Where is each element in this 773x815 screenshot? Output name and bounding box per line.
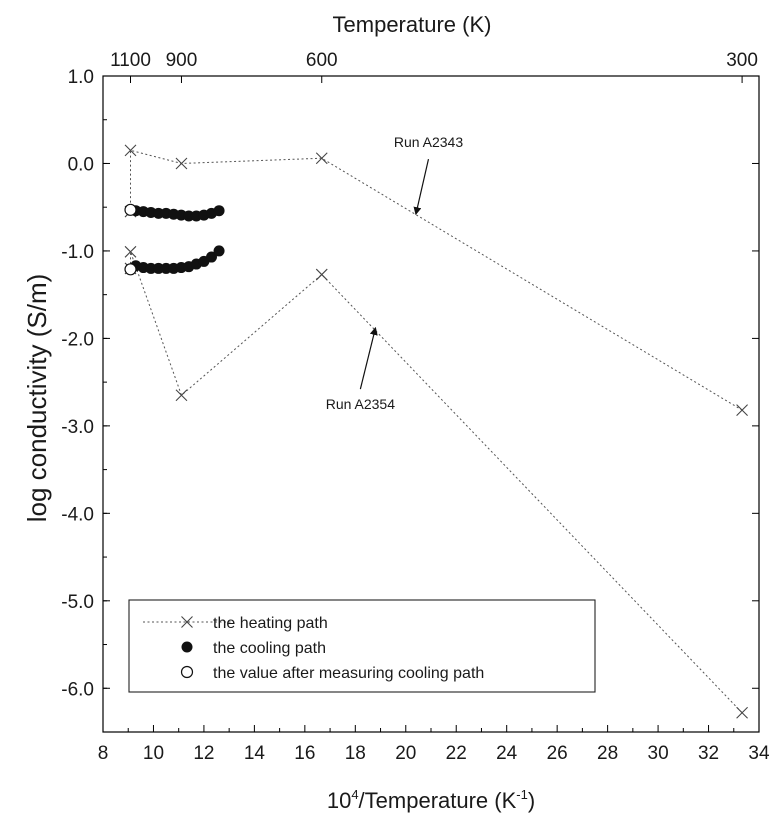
series-cooling: [130, 245, 225, 274]
cooling-point: [145, 262, 157, 274]
x-tick-label: 28: [597, 743, 618, 764]
x-axis-label-mid: /Temperature (K: [359, 788, 517, 813]
annotation-arrow: [359, 326, 378, 390]
top-tick-label: 1100: [110, 50, 151, 71]
axes: 8 10 12 14 16 18 20 22 24 26 28 30 32 34 1.0 0.0 -1.0 -2.…: [61, 50, 770, 764]
x-tick-label: 26: [547, 743, 568, 764]
x-tick-label: 18: [345, 743, 366, 764]
x-axis-label-base: 10: [327, 788, 351, 813]
cooling-point: [213, 245, 225, 257]
x-tick-label: 22: [446, 743, 467, 764]
x-tick-label: 10: [143, 743, 164, 764]
legend-marker-open: [180, 665, 194, 679]
x-marker: [736, 404, 748, 417]
x-tick-label: 8: [98, 743, 109, 764]
legend-label: the heating path: [213, 615, 328, 632]
x-marker-stroke: [124, 245, 137, 258]
x-marker-stroke: [315, 152, 328, 165]
annotation-label: Run A2343: [394, 134, 463, 150]
cooling-point: [183, 210, 195, 222]
cooling-point: [205, 251, 217, 263]
x-tick-label: 24: [496, 743, 518, 764]
cooling-point: [160, 262, 172, 274]
x-marker: [181, 616, 193, 628]
cooling-point: [153, 262, 165, 274]
legend: the heating path the cooling path the valu…: [128, 599, 596, 693]
x-tick-label: 30: [648, 743, 669, 764]
legend-box: [128, 599, 596, 693]
annotation-label: Run A2354: [326, 396, 395, 412]
x-tick-label: 34: [748, 743, 770, 764]
x-tick-label: 14: [244, 743, 266, 764]
x-marker: [175, 389, 188, 402]
x-tick-label: 32: [698, 743, 719, 764]
y-tick-label: -3.0: [61, 417, 94, 438]
x-tick-label: 16: [294, 743, 315, 764]
y-tick-label: -1.0: [61, 242, 94, 263]
y-tick-label: 1.0: [68, 67, 94, 88]
y-tick-label: -6.0: [61, 679, 94, 700]
series-heating: [124, 144, 748, 417]
x-marker: [315, 268, 328, 281]
top-tick-label: 300: [726, 50, 758, 71]
x-marker: [124, 245, 137, 258]
x-axis-label-exp: 4: [351, 787, 358, 802]
cooling-point: [153, 207, 165, 219]
x-marker: [175, 157, 188, 170]
x-marker: [736, 706, 748, 719]
y-tick-label: -4.0: [61, 504, 94, 525]
y-axis-label: log conductivity (S/m): [22, 274, 52, 523]
x-marker: [315, 152, 328, 165]
x-marker: [124, 144, 137, 157]
after-cooling-point: [124, 203, 137, 216]
y-tick-label: 0.0: [68, 154, 94, 175]
x-marker-stroke: [736, 404, 748, 417]
y-tick-label: -2.0: [61, 329, 94, 350]
heating-path-line: [130, 149, 743, 411]
series-layer: [124, 144, 748, 719]
x-marker-stroke: [175, 157, 188, 170]
top-axis-title: Temperature (K): [333, 12, 492, 37]
cooling-point: [213, 205, 225, 217]
x-tick-label: 12: [193, 743, 214, 764]
top-tick-label: 600: [306, 50, 338, 71]
series-cooling: [130, 205, 225, 222]
annotation-layer: Run A2343 Run A2354: [326, 134, 464, 412]
legend-marker-filled: [181, 641, 193, 653]
after-cooling-point: [124, 263, 137, 276]
legend-label: the value after measuring cooling path: [213, 665, 484, 682]
x-marker-stroke: [315, 268, 328, 281]
x-marker-stroke: [181, 616, 193, 628]
x-axis-label-end: ): [528, 788, 535, 813]
x-tick-label: 20: [395, 743, 416, 764]
x-marker-stroke: [736, 706, 748, 719]
x-axis-label-exp2: -1: [516, 787, 528, 802]
y-tick-label: -5.0: [61, 592, 94, 613]
x-axis-label: 104/Temperature (K-1): [327, 787, 535, 813]
series-after-cooling: [124, 203, 137, 276]
x-marker-stroke: [124, 144, 137, 157]
x-marker-stroke: [175, 389, 188, 402]
legend-label: the cooling path: [213, 640, 326, 657]
annotation-arrow: [413, 158, 430, 216]
top-tick-label: 900: [166, 50, 198, 71]
